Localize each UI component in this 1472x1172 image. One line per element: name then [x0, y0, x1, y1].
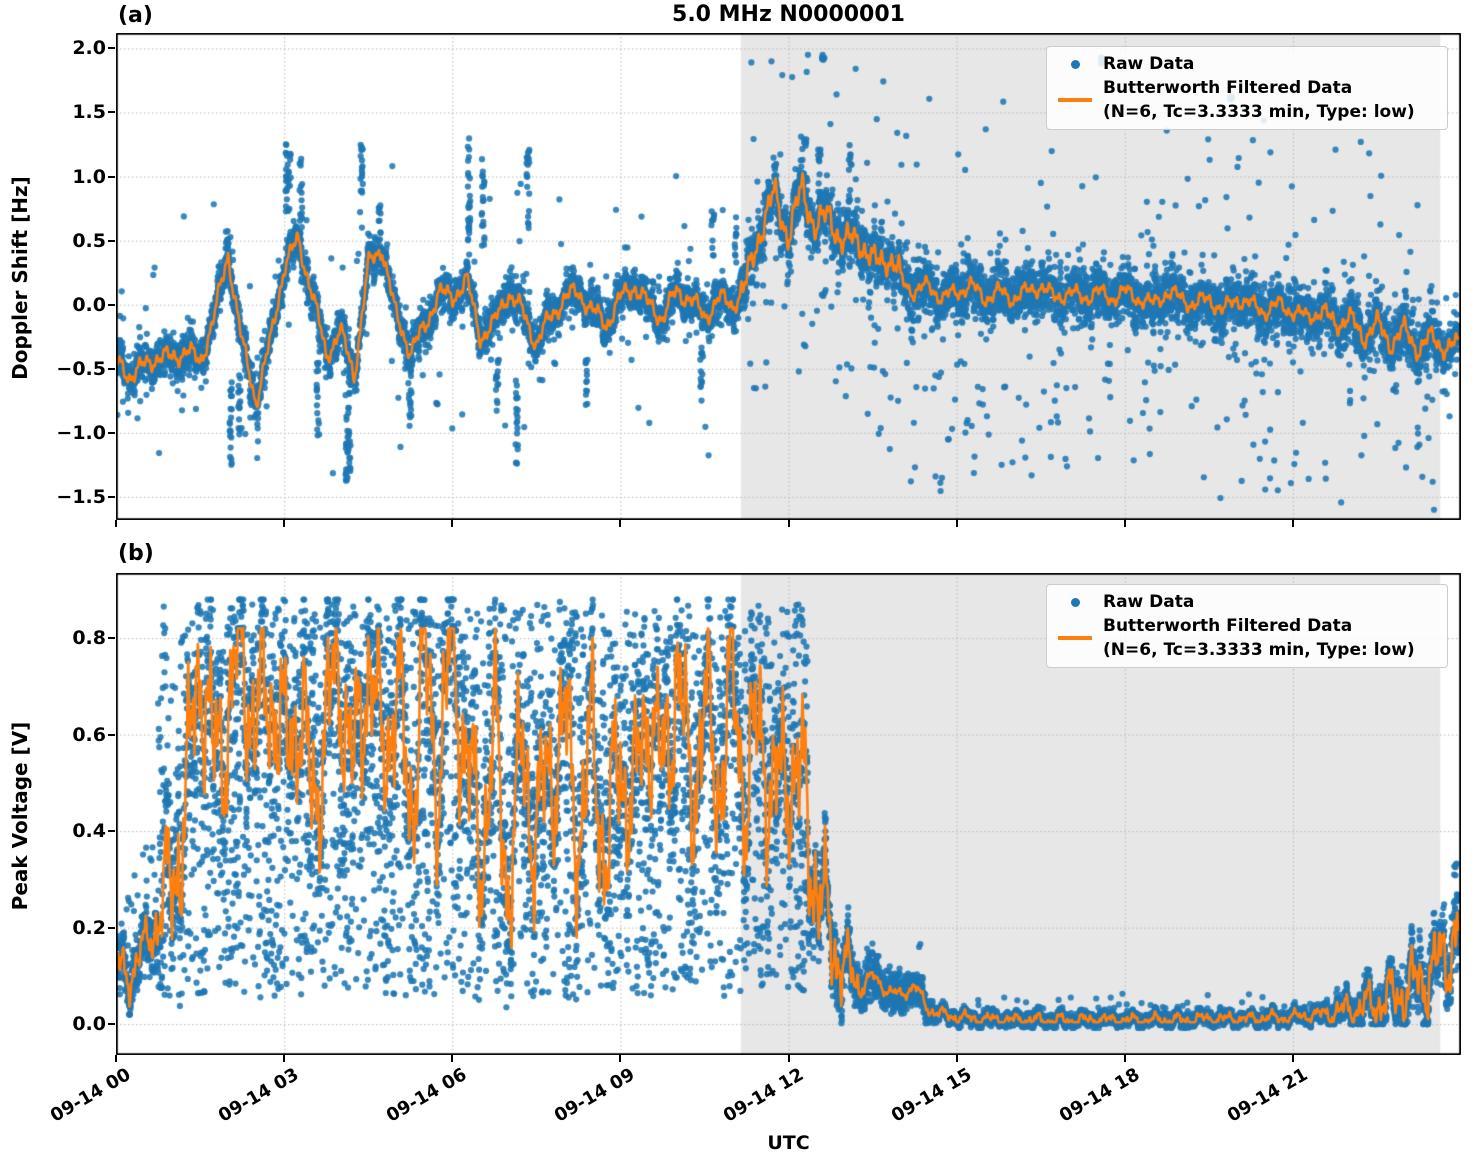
x-tick-mark [619, 520, 622, 527]
legend-item-raw: Raw Data [1047, 590, 1439, 614]
x-tick-mark [283, 520, 286, 527]
legend-raw-label: Raw Data [1103, 54, 1195, 74]
filtered-line-icon [1047, 98, 1103, 102]
raw-data-marker-icon [1047, 59, 1103, 69]
y-tick-label: 1.0 [72, 165, 106, 188]
filtered-line-icon [1047, 636, 1103, 640]
y-tick-label: 0.8 [72, 627, 106, 650]
y-tick-label: −1.0 [56, 421, 106, 444]
legend-panel-b: Raw Data Butterworth Filtered Data (N=6,… [1046, 584, 1448, 668]
legend-item-filtered: Butterworth Filtered Data (N=6, Tc=3.333… [1047, 614, 1439, 662]
x-tick-mark [283, 1055, 286, 1062]
x-tick-mark [1123, 520, 1126, 527]
x-axis-label: UTC [767, 1132, 810, 1154]
y-tick-mark [108, 926, 115, 929]
legend-item-raw: Raw Data [1047, 52, 1439, 76]
y-tick-mark [108, 495, 115, 498]
x-tick-mark [451, 520, 454, 527]
y-tick-label: 0.0 [72, 293, 106, 316]
x-tick-mark [451, 1055, 454, 1062]
y-tick-mark [108, 733, 115, 736]
y-tick-label: 2.0 [72, 37, 106, 60]
x-tick-mark [1123, 1055, 1126, 1062]
legend-filtered-label: Butterworth Filtered Data (N=6, Tc=3.333… [1103, 616, 1415, 660]
y-tick-mark [108, 47, 115, 50]
panel-a-label: (a) [118, 3, 153, 28]
x-tick-mark [115, 520, 117, 527]
y-tick-label: 0.6 [72, 723, 106, 746]
legend-panel-a: Raw Data Butterworth Filtered Data (N=6,… [1046, 46, 1448, 130]
y-tick-mark [108, 830, 115, 833]
y-tick-label: 0.4 [72, 820, 106, 843]
panel-b-label: (b) [118, 541, 154, 566]
x-tick-mark [955, 1055, 958, 1062]
x-tick-mark [1291, 520, 1294, 527]
x-tick-mark [787, 1055, 790, 1062]
y-tick-label: 1.5 [72, 101, 106, 124]
y-tick-mark [108, 637, 115, 640]
figure-title: 5.0 MHz N0000001 [672, 2, 905, 27]
y-tick-mark [108, 175, 115, 178]
legend-item-filtered: Butterworth Filtered Data (N=6, Tc=3.333… [1047, 76, 1439, 124]
raw-data-marker-icon [1047, 597, 1103, 607]
x-tick-mark [619, 1055, 622, 1062]
y-tick-label: −1.5 [56, 485, 106, 508]
y-tick-mark [108, 431, 115, 434]
y-tick-mark [108, 1023, 115, 1026]
y-tick-mark [108, 367, 115, 370]
y-tick-label: 0.2 [72, 916, 106, 939]
x-tick-mark [1291, 1055, 1294, 1062]
y-tick-label: 0.5 [72, 229, 106, 252]
legend-filtered-label: Butterworth Filtered Data (N=6, Tc=3.333… [1103, 78, 1415, 122]
y-tick-label: −0.5 [56, 357, 106, 380]
y-tick-mark [108, 111, 115, 114]
x-tick-mark [115, 1055, 117, 1062]
legend-raw-label: Raw Data [1103, 592, 1195, 612]
x-tick-mark [955, 520, 958, 527]
x-tick-mark [787, 520, 790, 527]
y-tick-label: 0.0 [72, 1013, 106, 1036]
y-tick-mark [108, 239, 115, 242]
y-tick-mark [108, 303, 115, 306]
